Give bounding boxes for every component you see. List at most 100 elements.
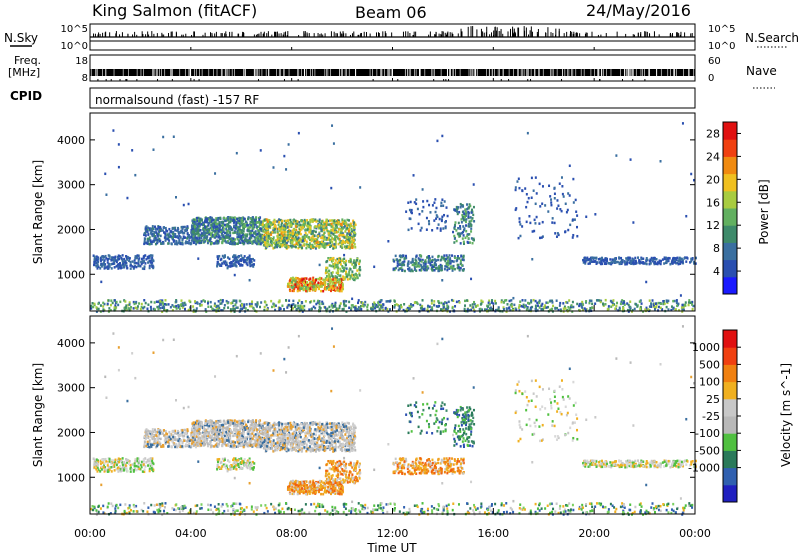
power-cell — [310, 218, 313, 221]
power-cell — [146, 230, 149, 233]
power-cell — [347, 235, 350, 239]
power-cell — [241, 241, 244, 245]
power-cell — [295, 240, 298, 244]
power-cell — [349, 260, 352, 263]
power-cell — [685, 260, 688, 263]
power-cell — [349, 274, 352, 278]
power-cell — [468, 220, 471, 223]
power-cell — [172, 135, 175, 138]
power-cell — [404, 254, 407, 258]
power-cell — [303, 234, 306, 237]
power-cell — [267, 222, 270, 226]
nave-mark — [448, 79, 450, 81]
power-cell — [337, 287, 340, 290]
power-cell — [237, 221, 240, 225]
power-cell — [472, 238, 475, 242]
power-cell — [308, 284, 311, 288]
power-cell — [352, 245, 355, 248]
power-cell — [331, 287, 334, 291]
power-cell — [525, 192, 528, 196]
power-cell — [330, 257, 333, 261]
power-cell — [177, 232, 180, 235]
power-cell — [131, 149, 134, 152]
power-cell — [209, 216, 212, 219]
power-cell — [236, 242, 239, 246]
power-cell — [618, 262, 621, 265]
power-cell — [298, 289, 301, 292]
power-cell — [670, 308, 673, 312]
power-cell — [273, 246, 276, 249]
power-cell — [144, 262, 147, 265]
power-cell — [554, 232, 557, 235]
power-cell — [318, 240, 321, 244]
power-cell — [192, 240, 195, 244]
power-cell — [347, 273, 350, 277]
power-cell — [358, 272, 361, 275]
power-cell — [515, 207, 518, 210]
power-cell — [321, 245, 324, 248]
power-cell — [241, 239, 244, 243]
power-cell — [249, 234, 252, 238]
power-cell — [161, 310, 164, 314]
power-cell — [400, 267, 403, 270]
power-cell — [680, 306, 683, 309]
power-cell — [628, 256, 631, 260]
power-cell — [659, 306, 662, 310]
power-cell — [659, 260, 662, 263]
power-cell — [627, 256, 630, 259]
power-cell — [276, 242, 279, 246]
power-cell — [143, 237, 146, 241]
power-cell — [153, 301, 156, 304]
power-cell — [272, 227, 275, 230]
power-cell — [345, 245, 348, 249]
power-cell — [607, 305, 610, 308]
power-cell — [423, 307, 426, 311]
power-cell — [172, 226, 175, 230]
power-cell — [217, 241, 220, 245]
power-cell — [381, 306, 384, 309]
power-cell — [200, 236, 203, 240]
power-cell — [158, 227, 161, 230]
power-cell — [151, 258, 154, 262]
power-cell — [236, 231, 239, 234]
power-cell — [348, 243, 351, 247]
power-cell — [136, 305, 139, 308]
power-cell — [526, 307, 529, 310]
power-cell — [322, 289, 325, 293]
power-cell — [341, 221, 344, 224]
power-cell — [450, 298, 453, 302]
power-cell — [330, 304, 333, 307]
power-cell — [277, 233, 280, 236]
power-cell — [682, 308, 685, 312]
power-cell — [199, 304, 202, 307]
power-cell — [326, 223, 329, 226]
power-cell — [298, 221, 301, 224]
power-cell — [576, 302, 579, 306]
power-cell — [206, 231, 209, 235]
power-cell — [433, 263, 436, 266]
power-cell — [176, 242, 179, 246]
power-cell — [338, 237, 341, 241]
power-cell — [153, 237, 156, 241]
power-cell — [280, 221, 283, 225]
power-cell — [496, 308, 499, 312]
power-cell — [123, 257, 126, 261]
power-cell — [99, 259, 102, 262]
power-cell — [113, 299, 116, 302]
power-cell — [229, 225, 232, 229]
power-cell — [396, 258, 399, 261]
power-cell — [298, 286, 301, 289]
power-cell — [351, 246, 354, 250]
power-cell — [299, 229, 302, 233]
power-cell — [386, 307, 389, 311]
power-cell — [241, 233, 244, 237]
power-cell — [251, 218, 254, 222]
power-cell — [164, 235, 167, 238]
power-cell — [121, 259, 124, 262]
power-cell — [273, 303, 276, 306]
power-cell — [423, 268, 426, 272]
power-cell — [171, 227, 174, 231]
power-cell — [250, 217, 253, 220]
power-cell — [184, 303, 187, 306]
power-cell — [629, 300, 632, 303]
